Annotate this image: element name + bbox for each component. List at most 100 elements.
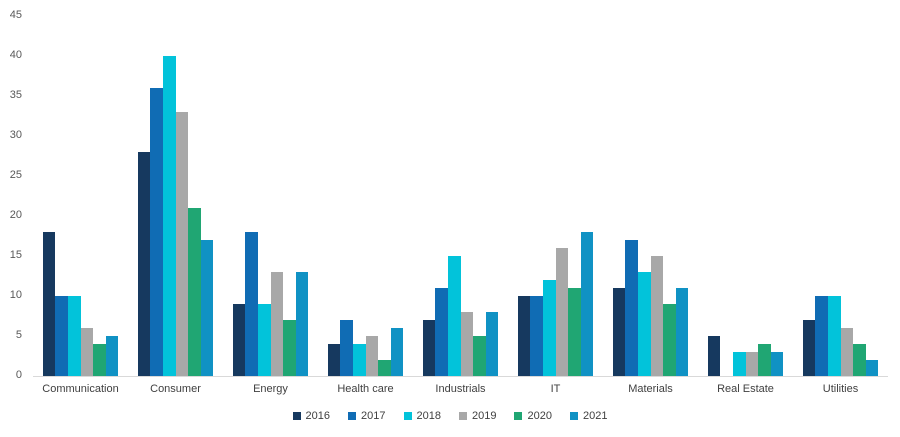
bar-2016 (802, 320, 816, 376)
bar-2021 (580, 232, 594, 376)
bar-2019 (650, 256, 664, 376)
y-tick-label: 15 (9, 249, 22, 261)
bar-2019 (365, 336, 379, 376)
bar-group-health-care (318, 16, 413, 376)
category-label: Real Estate (717, 383, 774, 395)
category-label: Consumer (150, 383, 201, 395)
y-axis: 0 5 10 15 20 25 30 35 40 45 (0, 0, 22, 437)
legend-swatch-icon (348, 412, 357, 420)
bar-group-real-estate (698, 16, 793, 376)
legend-item-2021: 2021 (569, 410, 608, 422)
bar-2018 (732, 352, 746, 376)
bar-2021 (770, 352, 784, 376)
bar-2018 (257, 304, 271, 376)
bar-2017 (150, 88, 163, 376)
category-label: IT (550, 383, 561, 395)
bar-2017 (625, 240, 638, 376)
bar-2016 (232, 304, 246, 376)
legend-label: 2017 (361, 410, 386, 422)
category-label: Energy (253, 383, 288, 395)
bar-2019 (80, 328, 94, 376)
bar-2018 (447, 256, 461, 376)
y-tick-label: 5 (15, 329, 22, 341)
category-label: Materials (628, 383, 673, 395)
y-tick-label: 40 (9, 49, 22, 61)
category-label: Communication (42, 383, 119, 395)
bar-group-consumer (128, 16, 223, 376)
bar-group-communication (33, 16, 128, 376)
bar-2016 (517, 296, 531, 376)
legend-label: 2016 (305, 410, 331, 422)
bar-2017 (530, 296, 543, 376)
bar-2017 (815, 296, 828, 376)
bar-2019 (745, 352, 759, 376)
bar-2017 (245, 232, 258, 376)
bar-2020 (283, 320, 296, 376)
bar-2018 (352, 344, 366, 376)
bar-2021 (675, 288, 689, 376)
bar-2019 (270, 272, 284, 376)
legend-item-2020: 2020 (514, 410, 552, 422)
y-tick-label: 35 (9, 89, 22, 101)
bar-2018 (637, 272, 651, 376)
bar-2018 (827, 296, 841, 376)
bar-2021 (865, 360, 879, 376)
y-tick-label: 0 (15, 369, 22, 381)
legend-swatch-icon (292, 412, 301, 420)
bar-2016 (42, 232, 56, 376)
plot-area (33, 16, 888, 377)
y-tick-label: 45 (9, 9, 22, 21)
bar-2020 (568, 288, 581, 376)
bar-2018 (67, 296, 81, 376)
bar-2020 (473, 336, 486, 376)
bar-group-energy (223, 16, 318, 376)
y-tick-label: 30 (9, 129, 22, 141)
bar-2019 (840, 328, 854, 376)
bar-2020 (378, 360, 391, 376)
bar-2020 (663, 304, 676, 376)
bar-2021 (200, 240, 214, 376)
legend-label: 2021 (582, 410, 608, 422)
bar-2018 (542, 280, 556, 376)
legend: 2016 2017 2018 2019 2020 2021 (0, 406, 900, 426)
bar-2017 (340, 320, 353, 376)
legend-swatch-icon (403, 412, 412, 420)
bar-2021 (390, 328, 404, 376)
category-label: Utilities (822, 383, 859, 395)
bar-2020 (93, 344, 106, 376)
y-tick-label: 10 (9, 289, 22, 301)
bar-2016 (612, 288, 626, 376)
category-label: Industrials (435, 383, 486, 395)
legend-item-2017: 2017 (348, 410, 386, 422)
bar-2016 (422, 320, 436, 376)
legend-item-2019: 2019 (459, 410, 496, 422)
bar-2017 (435, 288, 448, 376)
bar-2017 (55, 296, 68, 376)
bar-2019 (460, 312, 474, 376)
bar-2018 (162, 56, 176, 376)
bar-2016 (707, 336, 721, 376)
y-tick-label: 25 (9, 169, 22, 181)
bar-group-materials (603, 16, 698, 376)
bar-2021 (105, 336, 119, 376)
legend-label: 2018 (416, 410, 441, 422)
x-axis-labels: Communication Consumer Energy Health care In… (33, 383, 888, 395)
y-tick-label: 20 (9, 209, 22, 221)
bar-2020 (758, 344, 771, 376)
bar-2021 (485, 312, 499, 376)
bar-2016 (137, 152, 151, 376)
bar-group-utilities (793, 16, 888, 376)
bar-2021 (295, 272, 309, 376)
legend-label: 2019 (472, 410, 497, 422)
bar-2019 (175, 112, 189, 376)
legend-item-2016: 2016 (292, 410, 331, 422)
legend-label: 2020 (527, 410, 552, 422)
category-label: Health care (337, 383, 394, 395)
bar-2020 (853, 344, 866, 376)
bar-2020 (188, 208, 201, 376)
legend-swatch-icon (569, 412, 578, 420)
bar-2019 (555, 248, 569, 376)
legend-swatch-icon (514, 412, 523, 420)
bar-group-industrials (413, 16, 508, 376)
